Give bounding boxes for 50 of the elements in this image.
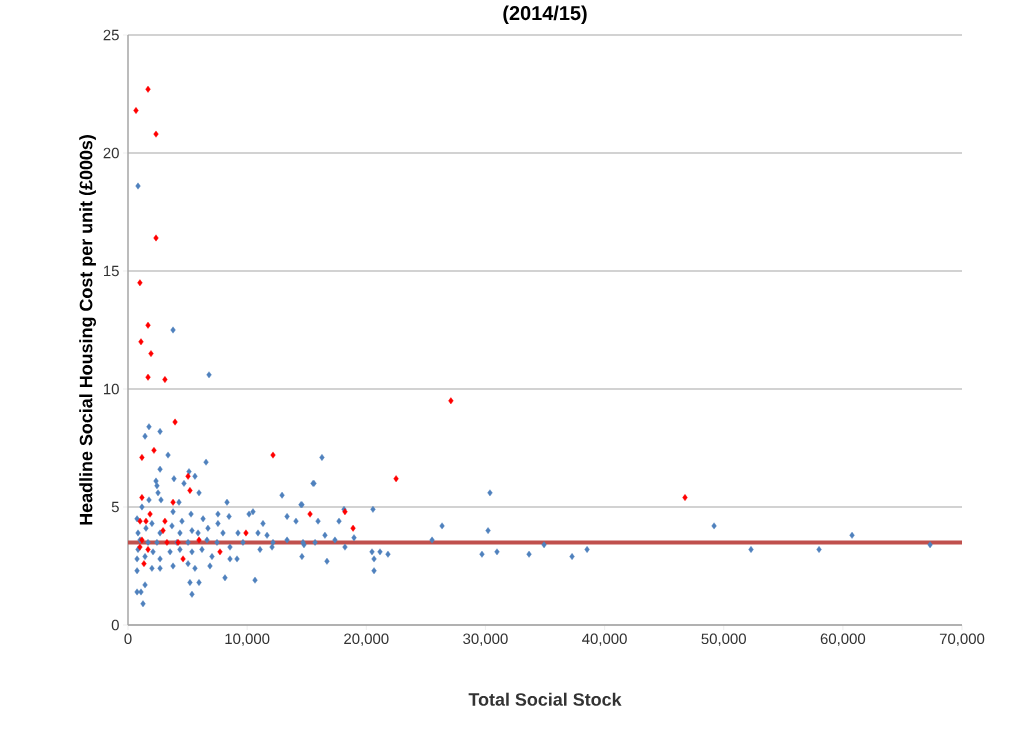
point — [217, 548, 223, 556]
x-tick-label: 70,000 — [939, 633, 985, 646]
point — [153, 130, 159, 138]
point — [139, 494, 145, 501]
point — [162, 376, 168, 383]
point — [143, 517, 149, 525]
point — [145, 321, 151, 329]
point — [196, 536, 202, 544]
point — [162, 517, 168, 525]
x-axis-title: Total Social Stock — [468, 692, 622, 706]
point — [185, 472, 191, 480]
point — [243, 529, 249, 537]
point — [145, 373, 151, 381]
point — [170, 498, 176, 506]
point — [148, 350, 154, 357]
point — [141, 560, 147, 568]
y-tick-label: 20 — [103, 147, 119, 159]
x-tick-label: 20,000 — [344, 633, 389, 646]
point — [164, 539, 170, 546]
point — [133, 107, 139, 114]
point — [145, 546, 151, 553]
point — [350, 524, 356, 532]
point — [172, 418, 178, 426]
x-tick-label: 10,000 — [225, 633, 270, 646]
point — [187, 487, 193, 494]
x-tick-label: 30,000 — [463, 633, 508, 646]
y-tick-label: 5 — [111, 501, 119, 513]
y-tick-label: 25 — [103, 29, 119, 41]
point — [393, 475, 399, 483]
point — [682, 494, 688, 501]
point — [139, 454, 145, 461]
chart-title: (2014/15) — [503, 5, 587, 25]
x-tick-label: 50,000 — [701, 633, 746, 646]
point — [153, 234, 159, 242]
point — [151, 446, 157, 454]
point — [138, 338, 144, 346]
point — [147, 510, 153, 518]
y-tick-label: 10 — [104, 383, 119, 395]
x-tick-label: 40,000 — [582, 633, 627, 646]
point — [180, 555, 186, 563]
point — [307, 510, 313, 518]
y-tick-label: 0 — [111, 619, 119, 631]
point — [137, 279, 143, 287]
point — [448, 397, 454, 405]
point — [270, 451, 276, 459]
x-tick-label: 60,000 — [820, 633, 866, 646]
y-tick-label: 15 — [104, 265, 119, 277]
x-tick-label: 0 — [124, 633, 132, 645]
y-axis-title: Headline Social Housing Cost per unit (£000s) — [79, 135, 97, 525]
point — [145, 85, 151, 93]
